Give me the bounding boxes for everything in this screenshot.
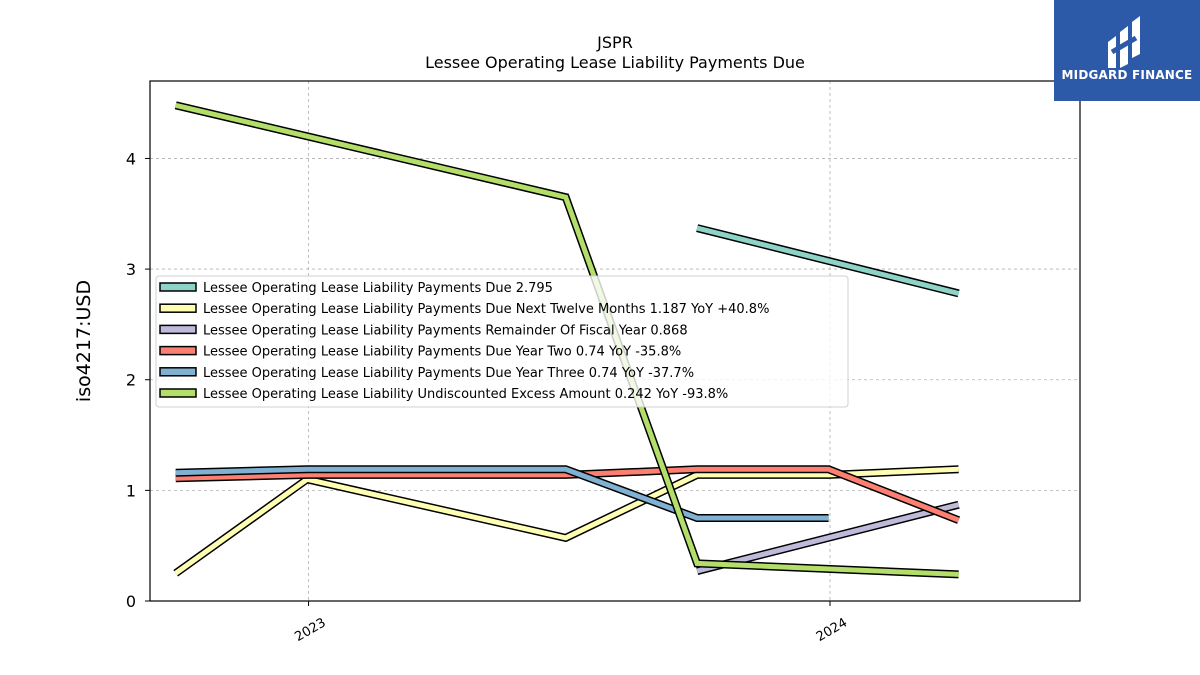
- series-line-outline: [173, 465, 959, 577]
- legend-label: Lessee Operating Lease Liability Payment…: [203, 281, 553, 296]
- legend-label: Lessee Operating Lease Liability Undisco…: [203, 387, 728, 402]
- legend-label: Lessee Operating Lease Liability Payment…: [203, 302, 769, 317]
- legend-item: Lessee Operating Lease Liability Undisco…: [159, 387, 728, 402]
- y-tick-label: 3: [126, 260, 136, 279]
- legend-label: Lessee Operating Lease Liability Payment…: [203, 366, 694, 381]
- legend-swatch: [159, 345, 197, 356]
- y-tick-label: 1: [126, 481, 136, 500]
- legend-item: Lessee Operating Lease Liability Payment…: [159, 345, 681, 360]
- legend-item: Lessee Operating Lease Liability Payment…: [159, 366, 694, 381]
- chart-subtitle: Lessee Operating Lease Liability Payment…: [425, 53, 805, 72]
- legend-swatch: [159, 367, 197, 377]
- x-tick-label: 2023: [292, 615, 328, 645]
- series-line-stroke: [696, 225, 960, 296]
- legend-label: Lessee Operating Lease Liability Payment…: [203, 323, 688, 338]
- series-5-line: [175, 465, 829, 522]
- legend-swatch: [159, 303, 197, 313]
- series-layer: [173, 101, 961, 579]
- legend-item: Lessee Operating Lease Liability Payment…: [159, 323, 688, 338]
- legend-swatch: [159, 324, 197, 335]
- y-tick-label: 0: [126, 592, 136, 611]
- legend-swatch: [159, 282, 197, 292]
- chart-title: JSPR: [596, 33, 633, 52]
- series-line-stroke: [175, 466, 829, 521]
- series-2-line: [173, 465, 959, 577]
- series-4-line: [175, 465, 961, 524]
- legend-item: Lessee Operating Lease Liability Payment…: [159, 281, 553, 296]
- y-tick-label: 2: [126, 371, 136, 390]
- legend-frame: [155, 275, 849, 408]
- series-line-stroke: [175, 466, 960, 523]
- x-tick-label: 2024: [814, 615, 850, 645]
- series-1-line: [696, 224, 960, 298]
- y-axis-label: iso4217:USD: [73, 280, 95, 402]
- plot-frame: [149, 80, 1081, 602]
- legend: Lessee Operating Lease Liability Payment…: [155, 275, 849, 408]
- legend-label: Lessee Operating Lease Liability Payment…: [203, 345, 681, 360]
- midgard-logo-icon: [1108, 16, 1140, 68]
- brand-name: MIDGARD FINANCE: [1061, 68, 1193, 82]
- legend-item: Lessee Operating Lease Liability Payment…: [159, 302, 769, 317]
- series-3-line: [696, 500, 960, 575]
- legend-swatch: [159, 388, 197, 398]
- series-line-stroke: [696, 502, 960, 574]
- y-tick-label: 4: [126, 149, 136, 168]
- brand-logo: MIDGARD FINANCE: [1054, 0, 1200, 101]
